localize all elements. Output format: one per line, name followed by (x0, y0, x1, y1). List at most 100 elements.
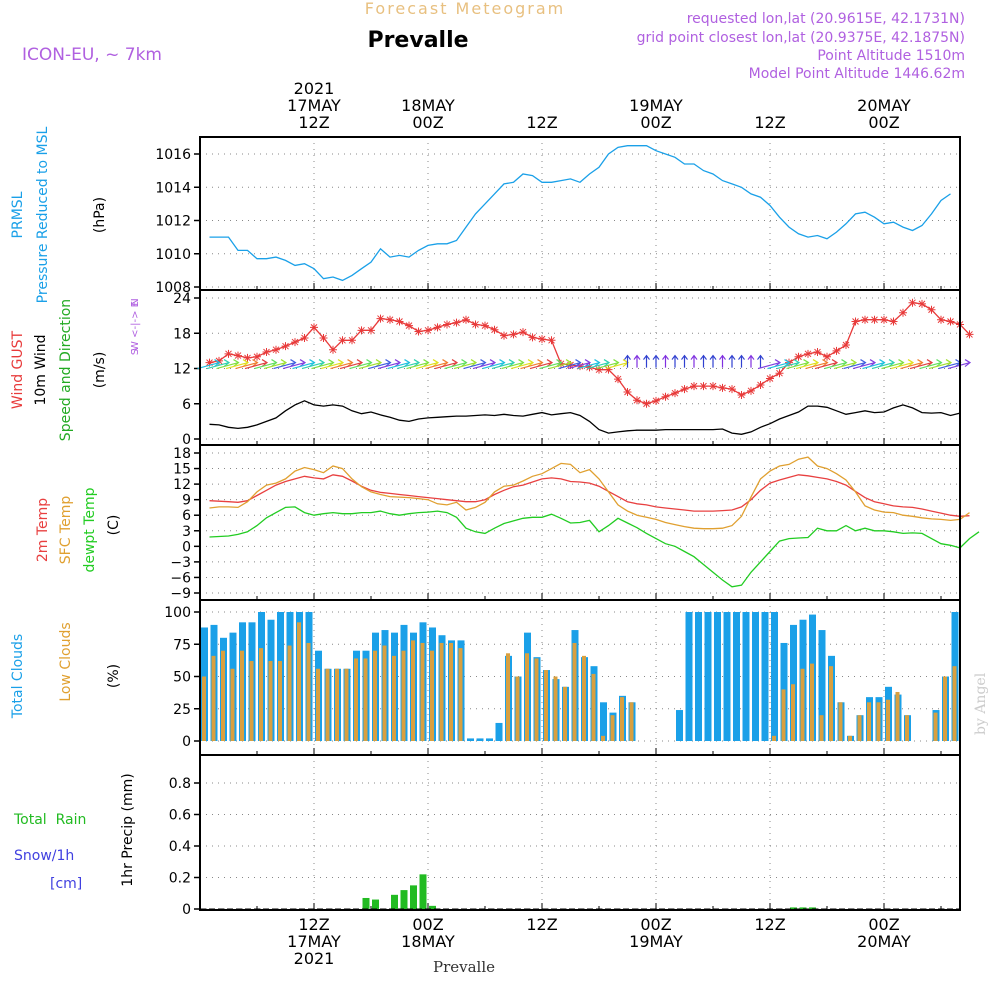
wind-arrow (805, 359, 829, 370)
low-cloud-bar (525, 653, 529, 741)
wind-arrow (434, 359, 459, 370)
gust-marker (272, 345, 280, 354)
gust-marker (832, 346, 841, 355)
wind-arrow (273, 359, 297, 370)
wind-unit: (m/s) (92, 352, 108, 389)
total-cloud-bar (495, 722, 503, 741)
low-cloud-bar (202, 676, 206, 741)
gust-marker (433, 323, 442, 332)
wind-arrow (833, 359, 858, 370)
precip-legend-rain: Total Rain (13, 812, 86, 828)
gust-marker (604, 365, 613, 374)
wind-arrow (728, 354, 736, 368)
gust-marker (918, 299, 926, 308)
gust-marker (728, 385, 736, 394)
low-cloud-bar (829, 666, 833, 741)
low-cloud-bar (211, 655, 216, 741)
total-cloud-bar (818, 630, 826, 741)
compass-s: S (130, 349, 141, 355)
gust-marker (262, 348, 271, 357)
gust-marker (310, 323, 318, 332)
wind-arrow (387, 359, 411, 370)
ytick-label: 75 (173, 637, 191, 653)
gust-marker (547, 336, 556, 345)
precip-legend-snow: Snow/1h (14, 848, 74, 864)
gust-marker (490, 325, 499, 334)
ytick-label: 1014 (155, 180, 191, 196)
wind-arrow (320, 359, 345, 370)
low-cloud-bar (943, 676, 947, 741)
wind-arrow (795, 359, 820, 370)
low-cloud-bar (278, 661, 282, 741)
ytick-label: 25 (173, 702, 191, 718)
wind-arrow (909, 359, 934, 370)
temp-unit: (C) (106, 515, 122, 536)
ytick-label: 3 (182, 524, 191, 540)
pressure-line (209, 145, 951, 282)
total-cloud-bar (685, 612, 693, 741)
gust-marker (842, 341, 850, 349)
ytick-label: 0.2 (169, 871, 191, 887)
compass-n: N (130, 298, 141, 305)
gust-marker (937, 315, 945, 324)
gust-marker (395, 317, 404, 326)
panel-precipitation: 0 0.2 0.4 0.6 0.8 (169, 755, 960, 918)
ytick-label: 1012 (155, 214, 191, 230)
wind-arrow (501, 359, 525, 370)
wind-arrow (254, 359, 278, 370)
wind-arrow (396, 359, 421, 370)
wind-arrow (282, 359, 307, 370)
panel-frame (199, 599, 961, 756)
gust-marker (338, 336, 347, 345)
low-cloud-bar (886, 699, 890, 741)
dewpt-label: dewpt Temp (82, 487, 98, 572)
wind-arrow (738, 354, 745, 368)
low-cloud-bar (933, 712, 938, 741)
wind-arrow (757, 354, 764, 368)
rain-bar (429, 905, 436, 909)
low-cloud-bar (221, 650, 225, 741)
low-cloud-bar (800, 668, 805, 741)
ytick-label: 1016 (155, 147, 191, 163)
low-cloud-bar (449, 642, 453, 741)
wind-arrow (225, 359, 250, 370)
gust-marker (234, 351, 242, 360)
top-time-label: 17MAY (287, 96, 341, 115)
ytick-label: −6 (170, 570, 191, 586)
ytick-label: 0 (182, 539, 191, 555)
wind-arrow (596, 359, 620, 370)
low-cloud-bar (230, 668, 235, 741)
low-cloud-bar (563, 686, 567, 741)
low-cloud-bar (848, 735, 852, 741)
gust-marker (718, 383, 727, 392)
bottom-time-label: 19MAY (629, 932, 683, 951)
total-cloud-bar (761, 612, 769, 741)
low-cloud-bar (306, 642, 311, 741)
wind-arrow (311, 359, 335, 370)
gust-marker (471, 320, 480, 329)
low-cloud-bar (325, 668, 330, 741)
bottom-time-label: 20MAY (857, 932, 911, 951)
wind-arrow (690, 354, 698, 368)
wind-arrow (415, 359, 440, 370)
total-cloud-bar (476, 738, 484, 741)
ytick-label: 18 (173, 446, 191, 462)
precip-legend-cm: [cm] (50, 876, 82, 892)
wind-arrow (624, 354, 631, 368)
low-cloud-bar (259, 648, 263, 741)
wind-arrow (928, 359, 953, 370)
top-time-label: 00Z (868, 113, 899, 132)
total-cloud-bar (714, 612, 721, 741)
wind-arrow (747, 354, 755, 368)
gust-marker (870, 315, 879, 324)
gust-marker (642, 399, 651, 408)
panel-pressure: 1008 1010 1012 1014 1016 (155, 137, 960, 296)
wind-arrow (349, 359, 373, 370)
wind-arrow (577, 359, 601, 370)
wind-arrow (216, 359, 240, 370)
top-time-label: 00Z (640, 113, 671, 132)
title-top: Forecast Meteogram (365, 0, 565, 18)
wind-arrow (558, 359, 582, 370)
low-cloud-bar (772, 735, 776, 741)
top-time-label: 00Z (412, 113, 443, 132)
